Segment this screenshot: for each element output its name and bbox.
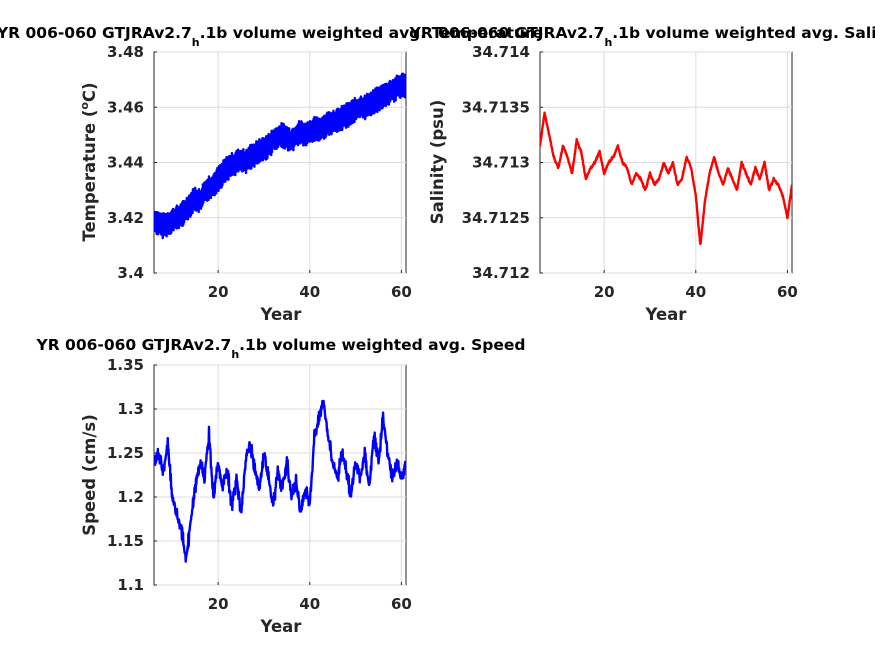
speed-tick-labels: 20 40 60 1.1 1.15 1.2 1.25 1.3 1.35 [107,356,412,613]
temperature-xtick-label: 40 [299,283,320,301]
speed-ytick-label: 1.25 [107,444,144,462]
temperature-series [154,72,406,240]
salinity-ytick-label: 34.7125 [462,209,530,227]
temperature-ylabel-sup: o [78,102,91,110]
temperature-ylabel: Temperature (oC) [78,82,99,241]
salinity-title-sub: h [604,36,612,49]
temperature-title-suffix: .1b volume weighted avg. Temperature [200,24,543,42]
speed-ytick-label: 1.2 [117,488,144,506]
speed-xlabel: Year [260,617,303,636]
temperature-xtick-label: 60 [391,283,412,301]
speed-title-sub: h [231,348,239,361]
salinity-ylabel: Salinity (psu) [428,100,447,225]
speed-xtick-label: 20 [208,595,229,613]
speed-gridlines [154,364,406,586]
speed-ylabel: Speed (cm/s) [80,414,99,536]
temperature-ylabel-unit: C) [80,82,99,102]
salinity-xtick-label: 20 [594,283,615,301]
temperature-gridlines [154,51,406,274]
salinity-ytick-label: 34.713 [472,154,530,172]
speed-series [154,399,406,563]
temperature-title: YR 006-060 GTJRAv2.7h.1b volume weighted… [0,24,543,49]
speed-ylabel-main: Speed (cm/s) [80,414,99,536]
speed-title-suffix: .1b volume weighted avg. Speed [239,336,525,354]
speed-xtick-label: 60 [391,595,412,613]
temperature-ytick-label: 3.48 [107,43,144,61]
temperature-ytick-label: 3.4 [117,264,144,282]
salinity-ytick-label: 34.712 [472,264,530,282]
speed-ytick-label: 1.3 [117,400,144,418]
temperature-ylabel-main: Temperature ( [80,110,99,242]
temperature-title-prefix: YR 006-060 GTJRAv2.7 [0,24,192,42]
temperature-ytick-label: 3.42 [107,209,144,227]
speed-xtick-label: 40 [299,595,320,613]
speed-title-prefix: YR 006-060 GTJRAv2.7 [35,336,231,354]
salinity-axes: 20 40 60 34.712 34.7125 34.713 34.7135 34.714 Y… [409,24,875,324]
temperature-series-line [154,72,406,240]
speed-title: YR 006-060 GTJRAv2.7h.1b volume weighted… [35,336,525,361]
speed-ytick-label: 1.15 [107,532,144,550]
salinity-title-suffix: .1b volume weighted avg. Salinity [612,24,875,42]
salinity-title-prefix: YR 006-060 GTJRAv2.7 [409,24,605,42]
salinity-series [540,111,792,246]
temperature-axes: 20 40 60 3.4 3.42 3.44 3.46 3.48 YR 006-060 GTJ… [0,24,543,324]
salinity-tick-labels: 20 40 60 34.712 34.7125 34.713 34.7135 34.714 [462,43,798,301]
temperature-title-sub: h [192,36,200,49]
salinity-xtick-label: 40 [685,283,706,301]
salinity-ytick-label: 34.7135 [462,98,530,116]
salinity-series-line [540,111,792,246]
speed-axes: 20 40 60 1.1 1.15 1.2 1.25 1.3 1.35 YR 006-060 G… [35,336,525,636]
temperature-ytick-label: 3.46 [107,98,144,116]
temperature-tick-labels: 20 40 60 3.4 3.42 3.44 3.46 3.48 [107,43,412,301]
speed-ytick-label: 1.1 [117,576,144,594]
salinity-ylabel-main: Salinity (psu) [428,100,447,225]
temperature-ytick-label: 3.44 [107,154,144,172]
speed-ytick-label: 1.35 [107,356,144,374]
salinity-xlabel: Year [645,305,688,324]
salinity-ytick-label: 34.714 [472,43,530,61]
temperature-xlabel: Year [260,305,303,324]
temperature-xtick-label: 20 [208,283,229,301]
speed-series-line [154,399,406,563]
salinity-title: YR 006-060 GTJRAv2.7h.1b volume weighted… [409,24,875,49]
salinity-xtick-label: 60 [777,283,798,301]
